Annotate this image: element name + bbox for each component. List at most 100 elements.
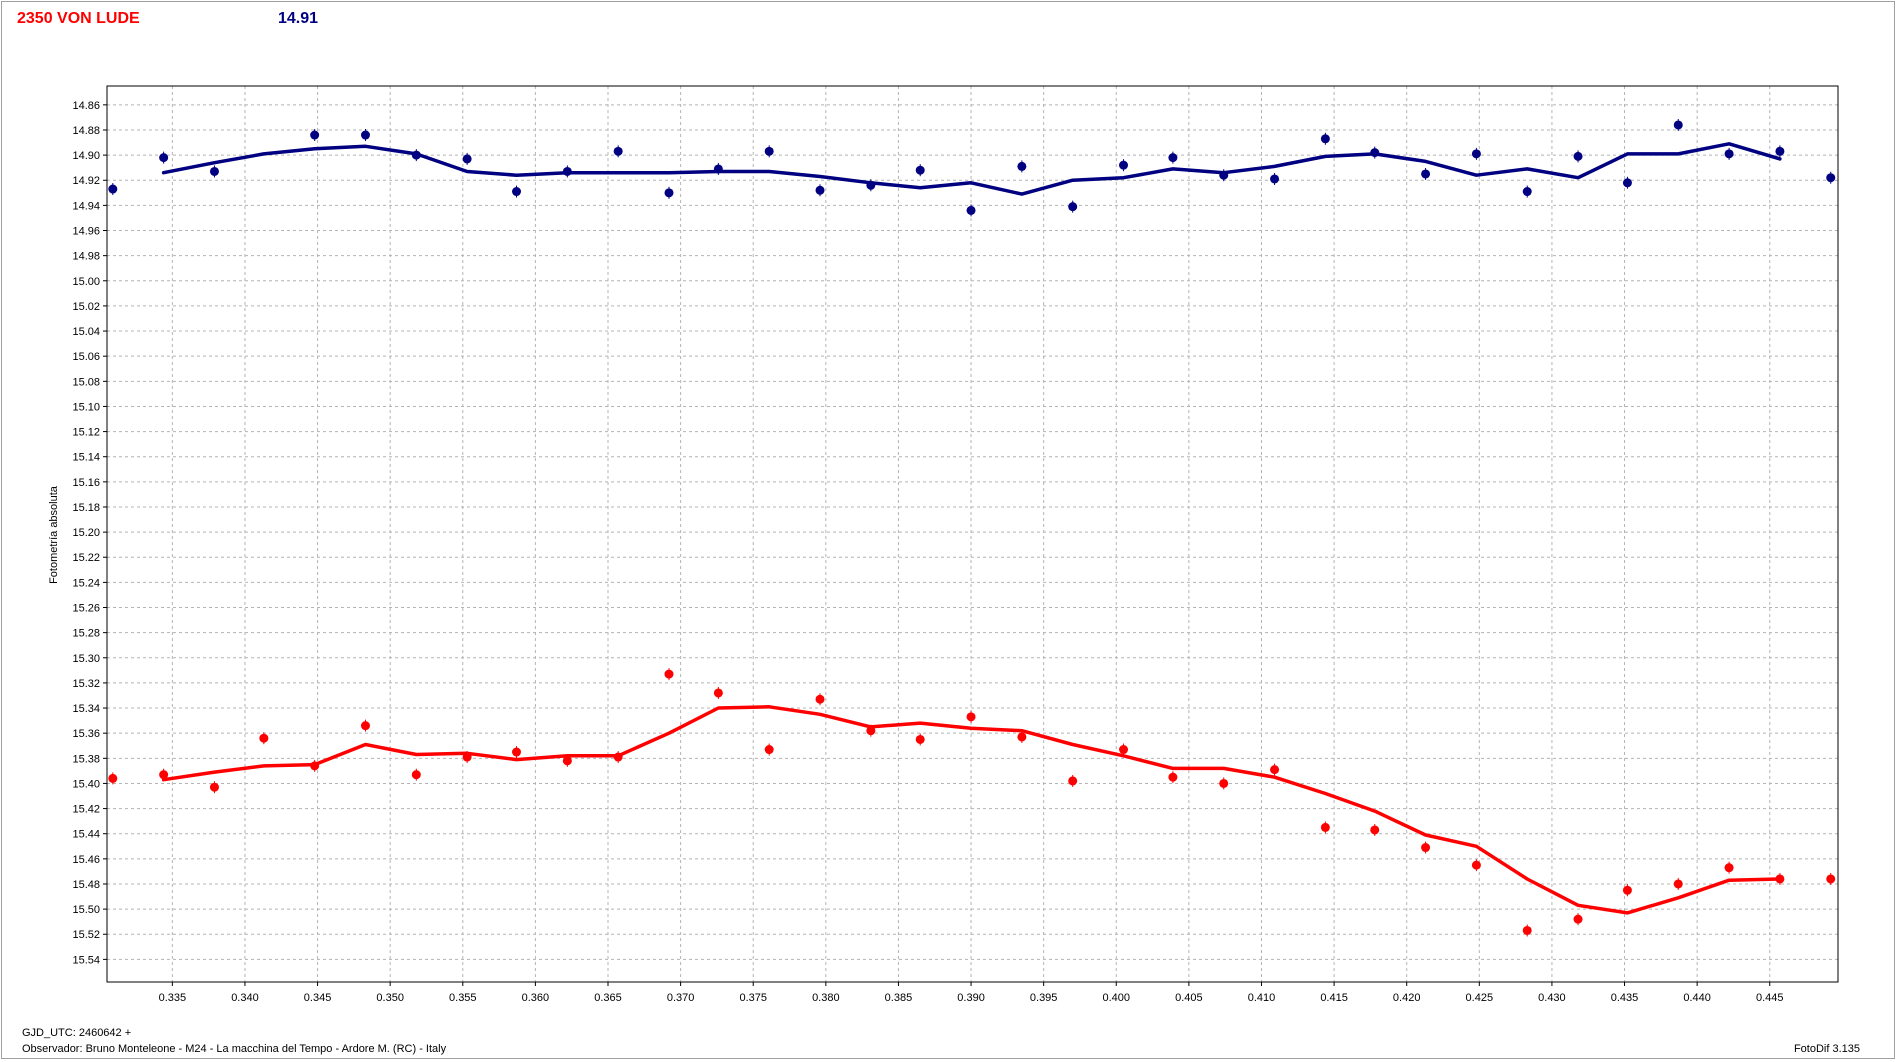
data-point <box>664 669 674 679</box>
data-point <box>411 770 421 780</box>
x-tick-label: 0.375 <box>739 992 767 1004</box>
data-point <box>1622 885 1632 895</box>
y-tick-label: 15.54 <box>72 954 100 966</box>
y-tick-label: 15.48 <box>72 879 100 891</box>
data-point <box>1471 149 1481 159</box>
y-tick-label: 15.28 <box>72 628 100 640</box>
y-tick-label: 15.10 <box>72 401 100 413</box>
data-point <box>815 694 825 704</box>
data-point <box>209 166 219 176</box>
data-point <box>1622 178 1632 188</box>
y-tick-label: 15.36 <box>72 728 100 740</box>
data-point <box>1219 778 1229 788</box>
x-tick-label: 0.345 <box>304 992 332 1004</box>
y-tick-label: 14.90 <box>72 150 100 162</box>
x-tick-label: 0.440 <box>1683 992 1711 1004</box>
x-tick-label: 0.395 <box>1030 992 1058 1004</box>
data-point <box>1421 843 1431 853</box>
data-point <box>1320 822 1330 832</box>
x-tick-label: 0.430 <box>1538 992 1566 1004</box>
trend-line-1 <box>161 142 1782 196</box>
x-tick-label: 0.425 <box>1466 992 1494 1004</box>
y-tick-label: 15.00 <box>72 276 100 288</box>
data-point <box>1270 174 1280 184</box>
y-tick-label: 15.20 <box>72 527 100 539</box>
x-tick-label: 0.380 <box>812 992 840 1004</box>
y-tick-label: 15.08 <box>72 376 100 388</box>
data-point <box>1068 202 1078 212</box>
plot-frame <box>106 85 1839 983</box>
data-point <box>713 688 723 698</box>
data-point <box>1724 863 1734 873</box>
data-point <box>866 726 876 736</box>
data-point <box>1270 765 1280 775</box>
data-point <box>1522 925 1532 935</box>
x-tick-label: 0.365 <box>594 992 622 1004</box>
data-point <box>411 150 421 160</box>
y-tick-label: 15.12 <box>72 427 100 439</box>
data-point <box>1471 860 1481 870</box>
data-point <box>209 782 219 792</box>
y-axis-label: Fotometría absoluta <box>48 485 60 584</box>
data-point <box>1119 160 1129 170</box>
data-point <box>1119 745 1129 755</box>
y-tick-label: 15.52 <box>72 929 100 941</box>
data-point <box>462 154 472 164</box>
y-tick-label: 15.04 <box>72 326 100 338</box>
x-tick-label: 0.335 <box>159 992 187 1004</box>
x-tick-label: 0.410 <box>1248 992 1276 1004</box>
y-tick-label: 15.46 <box>72 854 100 866</box>
data-point <box>1826 173 1836 183</box>
data-point <box>159 770 169 780</box>
y-tick-label: 15.44 <box>72 829 100 841</box>
y-tick-label: 14.86 <box>72 100 100 112</box>
data-point <box>512 747 522 757</box>
data-point <box>360 130 370 140</box>
data-point <box>915 165 925 175</box>
y-tick-label: 15.18 <box>72 502 100 514</box>
data-point <box>1522 187 1532 197</box>
y-tick-label: 15.26 <box>72 603 100 615</box>
x-tick-label: 0.350 <box>376 992 404 1004</box>
y-tick-label: 15.42 <box>72 804 100 816</box>
y-tick-label: 14.88 <box>72 125 100 137</box>
data-point <box>966 205 976 215</box>
data-point <box>1673 879 1683 889</box>
x-tick-label: 0.385 <box>885 992 913 1004</box>
data-point <box>713 164 723 174</box>
data-point <box>915 734 925 744</box>
x-tick-label: 0.405 <box>1175 992 1203 1004</box>
data-point <box>462 752 472 762</box>
mean-magnitude: 14.91 <box>278 10 319 27</box>
data-point <box>310 761 320 771</box>
data-point <box>1673 120 1683 130</box>
data-point <box>815 185 825 195</box>
data-point <box>1573 151 1583 161</box>
data-point <box>966 712 976 722</box>
y-tick-label: 15.30 <box>72 653 100 665</box>
data-point <box>108 773 118 783</box>
data-point <box>613 752 623 762</box>
y-tick-label: 15.02 <box>72 301 100 313</box>
x-tick-label: 0.420 <box>1393 992 1421 1004</box>
x-tick-label: 0.360 <box>522 992 550 1004</box>
data-point <box>1370 825 1380 835</box>
y-tick-label: 14.92 <box>72 175 100 187</box>
data-point <box>512 187 522 197</box>
gjd-label: GJD_UTC: 2460642 + <box>22 1027 132 1039</box>
data-point <box>562 166 572 176</box>
y-tick-label: 15.06 <box>72 351 100 363</box>
y-tick-label: 15.34 <box>72 703 100 715</box>
x-tick-label: 0.415 <box>1320 992 1348 1004</box>
x-tick-label: 0.355 <box>449 992 477 1004</box>
y-tick-label: 14.98 <box>72 251 100 263</box>
data-point <box>1168 772 1178 782</box>
y-tick-label: 15.16 <box>72 477 100 489</box>
data-point <box>1017 161 1027 171</box>
data-point <box>1775 146 1785 156</box>
x-tick-label: 0.400 <box>1103 992 1131 1004</box>
y-tick-label: 15.32 <box>72 678 100 690</box>
software-version: FotoDif 3.135 <box>1793 1043 1860 1055</box>
